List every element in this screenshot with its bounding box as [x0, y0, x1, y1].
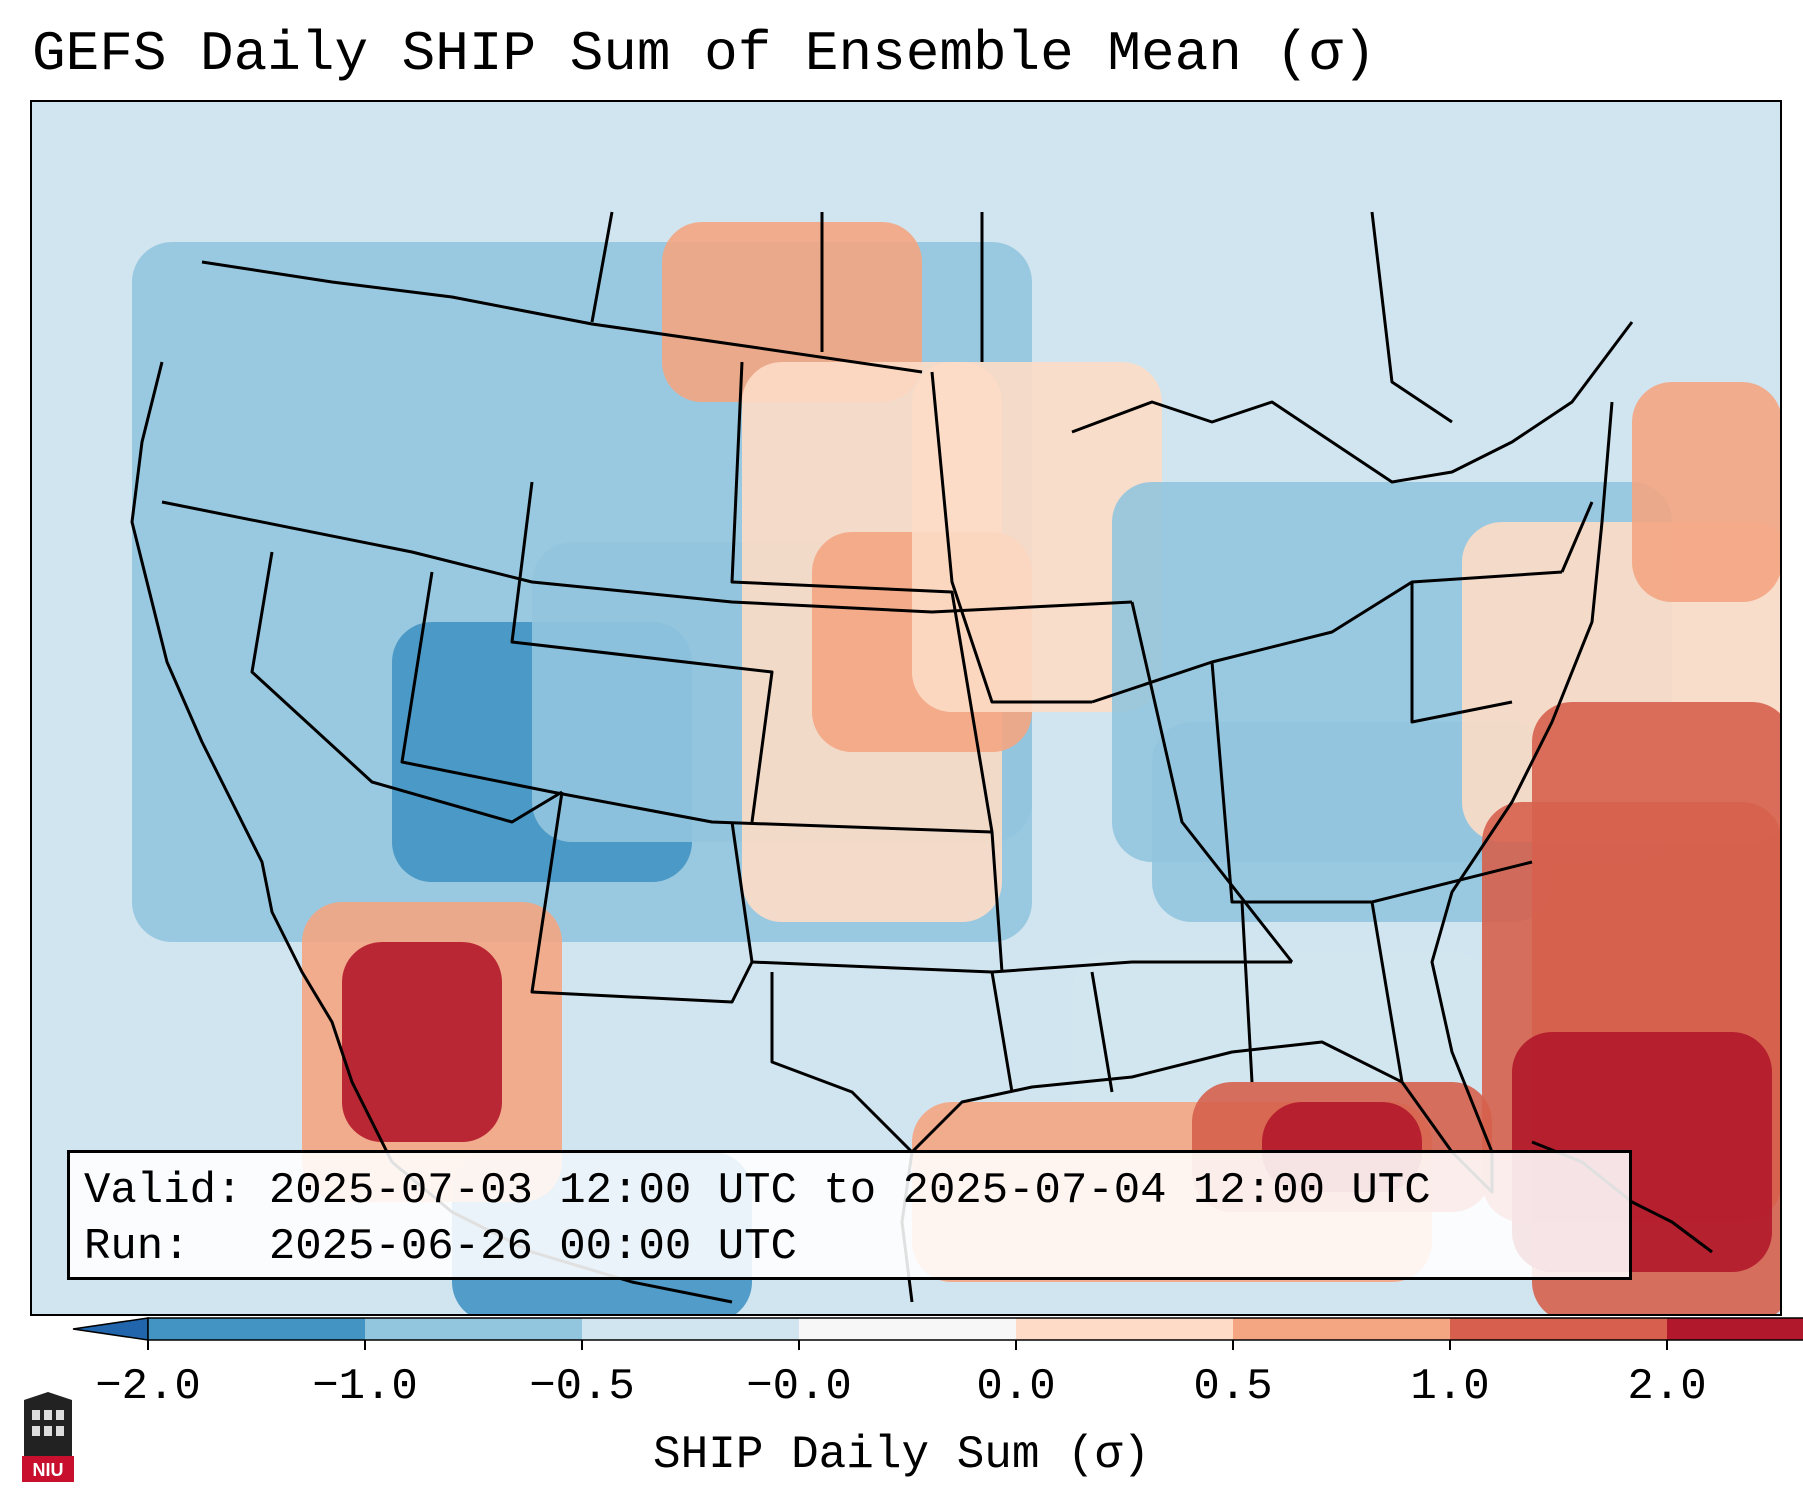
state-line-13	[1240, 901, 1254, 1083]
state-line-2	[250, 551, 563, 824]
map-svg	[32, 102, 1780, 1314]
state-line-19	[590, 211, 614, 323]
state-line-22	[1370, 211, 1453, 424]
anomaly-field	[132, 222, 1780, 1314]
state-line-3	[400, 571, 993, 834]
canada-border	[201, 260, 923, 374]
tick-label-7: 2.0	[1627, 1362, 1707, 1412]
state-line-18	[1560, 501, 1594, 573]
colorbar-bin-6	[1450, 1318, 1667, 1340]
valid-run-box: Valid: 2025-07-03 12:00 UTC to 2025-07-0…	[67, 1150, 1632, 1280]
anomaly-region-12	[342, 942, 502, 1142]
colorbar-bin-3	[799, 1318, 1016, 1340]
state-line-5	[730, 361, 1004, 973]
west-coastline	[130, 361, 394, 1163]
state-line-15	[990, 971, 1014, 1093]
tick-label-4: 0.0	[976, 1362, 1056, 1412]
state-line-10	[1130, 601, 1294, 963]
niu-logo-text: NIU	[33, 1460, 64, 1480]
colorbar-label: SHIP Daily Sum (σ)	[653, 1429, 1150, 1481]
tick-label-5: 0.5	[1193, 1362, 1273, 1412]
state-line-9	[1091, 570, 1563, 704]
tick-label-2: −0.5	[529, 1362, 635, 1412]
state-line-17	[1410, 582, 1513, 724]
colorbar-bin-2	[582, 1318, 799, 1340]
colorbar-bin-7	[1667, 1318, 1803, 1340]
state-line-16	[770, 972, 914, 1154]
tick-label-3: −0.0	[746, 1362, 852, 1412]
map-panel	[30, 100, 1782, 1316]
anomaly-region-7	[912, 362, 1162, 712]
anomaly-region-20	[1632, 382, 1780, 602]
tick-label-1: −1.0	[312, 1362, 418, 1412]
tick-label-0: −2.0	[95, 1362, 201, 1412]
tick-label-6: 1.0	[1410, 1362, 1490, 1412]
colorbar	[72, 1317, 1803, 1350]
state-line-6	[930, 371, 1092, 704]
run-line: Run: 2025-06-26 00:00 UTC	[84, 1222, 797, 1272]
chart-title: GEFS Daily SHIP Sum of Ensemble Mean (σ)	[32, 22, 1377, 86]
colorbar-bins	[72, 1317, 1803, 1341]
valid-line: Valid: 2025-07-03 12:00 UTC to 2025-07-0…	[84, 1166, 1431, 1216]
colorbar-bin-5	[1233, 1318, 1450, 1340]
colorbar-extend-low	[72, 1317, 149, 1341]
state-line-11	[1210, 661, 1533, 904]
state-line-8	[530, 791, 754, 1004]
state-borders	[130, 211, 1713, 1304]
anomaly-region-4	[662, 222, 922, 402]
state-line-12	[1370, 901, 1404, 1083]
state-line-14	[1090, 971, 1114, 1093]
great-lakes-outline	[1071, 321, 1634, 484]
state-line-1	[161, 500, 1133, 614]
anomaly-region-9	[1152, 722, 1552, 922]
niu-logo-icon: NIU	[22, 1392, 74, 1482]
colorbar-ticks	[147, 1340, 1668, 1350]
colorbar-bin-0	[148, 1318, 365, 1340]
state-line-4	[510, 481, 774, 823]
colorbar-bin-1	[365, 1318, 582, 1340]
colorbar-bin-4	[1016, 1318, 1233, 1340]
